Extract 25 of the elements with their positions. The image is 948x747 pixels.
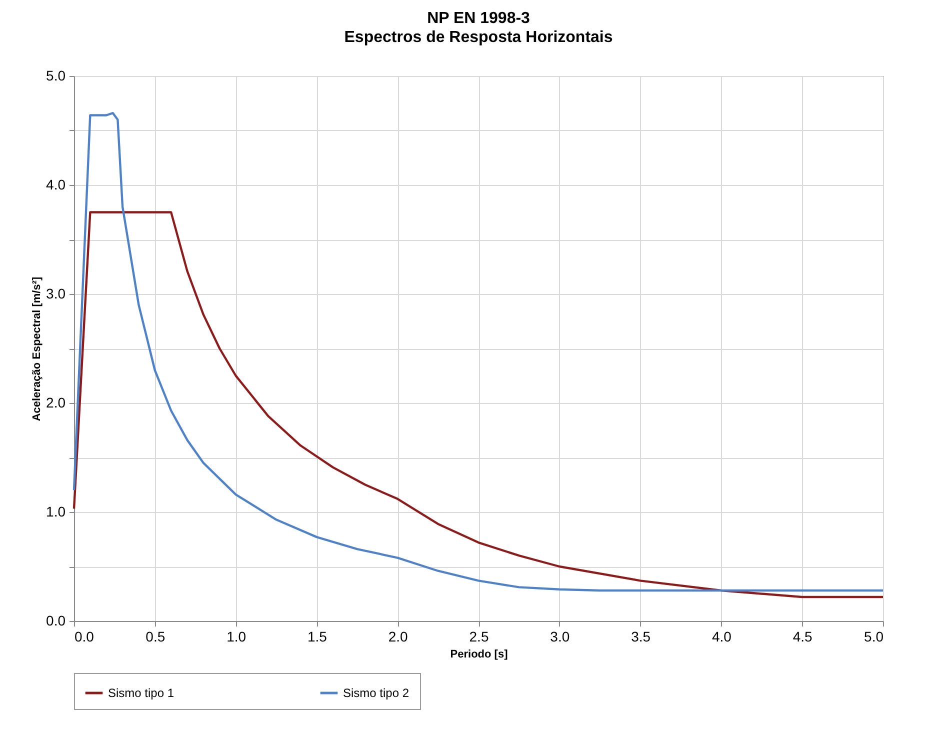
x-tick-label: 0.5 [146, 628, 166, 644]
x-tick-label: 2.5 [469, 628, 489, 644]
y-tick-label: 4.0 [46, 176, 66, 192]
line-series [72, 112, 884, 592]
legend-label: Sismo tipo 2 [343, 686, 410, 700]
x-tick-label: 4.5 [792, 628, 813, 644]
x-tick-label: 3.5 [631, 628, 651, 644]
y-tick-label: 0.0 [46, 612, 66, 628]
x-tick-label: 4.0 [712, 628, 732, 644]
x-tick-label: 1.5 [307, 628, 328, 644]
x-tick-label: 3.0 [550, 628, 570, 644]
y-tick-label: 2.0 [46, 394, 66, 410]
y-tick-label: 1.0 [46, 504, 66, 520]
x-tick-label: 5.0 [864, 628, 884, 644]
line-series [72, 211, 884, 598]
x-tick-label: 1.0 [226, 628, 246, 644]
y-tick-label: 5.0 [46, 68, 66, 84]
y-axis-title: Aceleração Espectral [m/s²] [31, 276, 44, 422]
x-axis-title: Periodo [s] [450, 648, 508, 660]
y-tick-label: 3.0 [46, 286, 66, 302]
chart-title: NP EN 1998-3 [427, 10, 530, 27]
chart-subtitle: Espectros de Resposta Horizontais [344, 29, 613, 46]
x-tick-label: 2.0 [388, 628, 408, 644]
x-tick-label: 0.0 [74, 628, 94, 644]
legend-label: Sismo tipo 1 [108, 686, 174, 700]
